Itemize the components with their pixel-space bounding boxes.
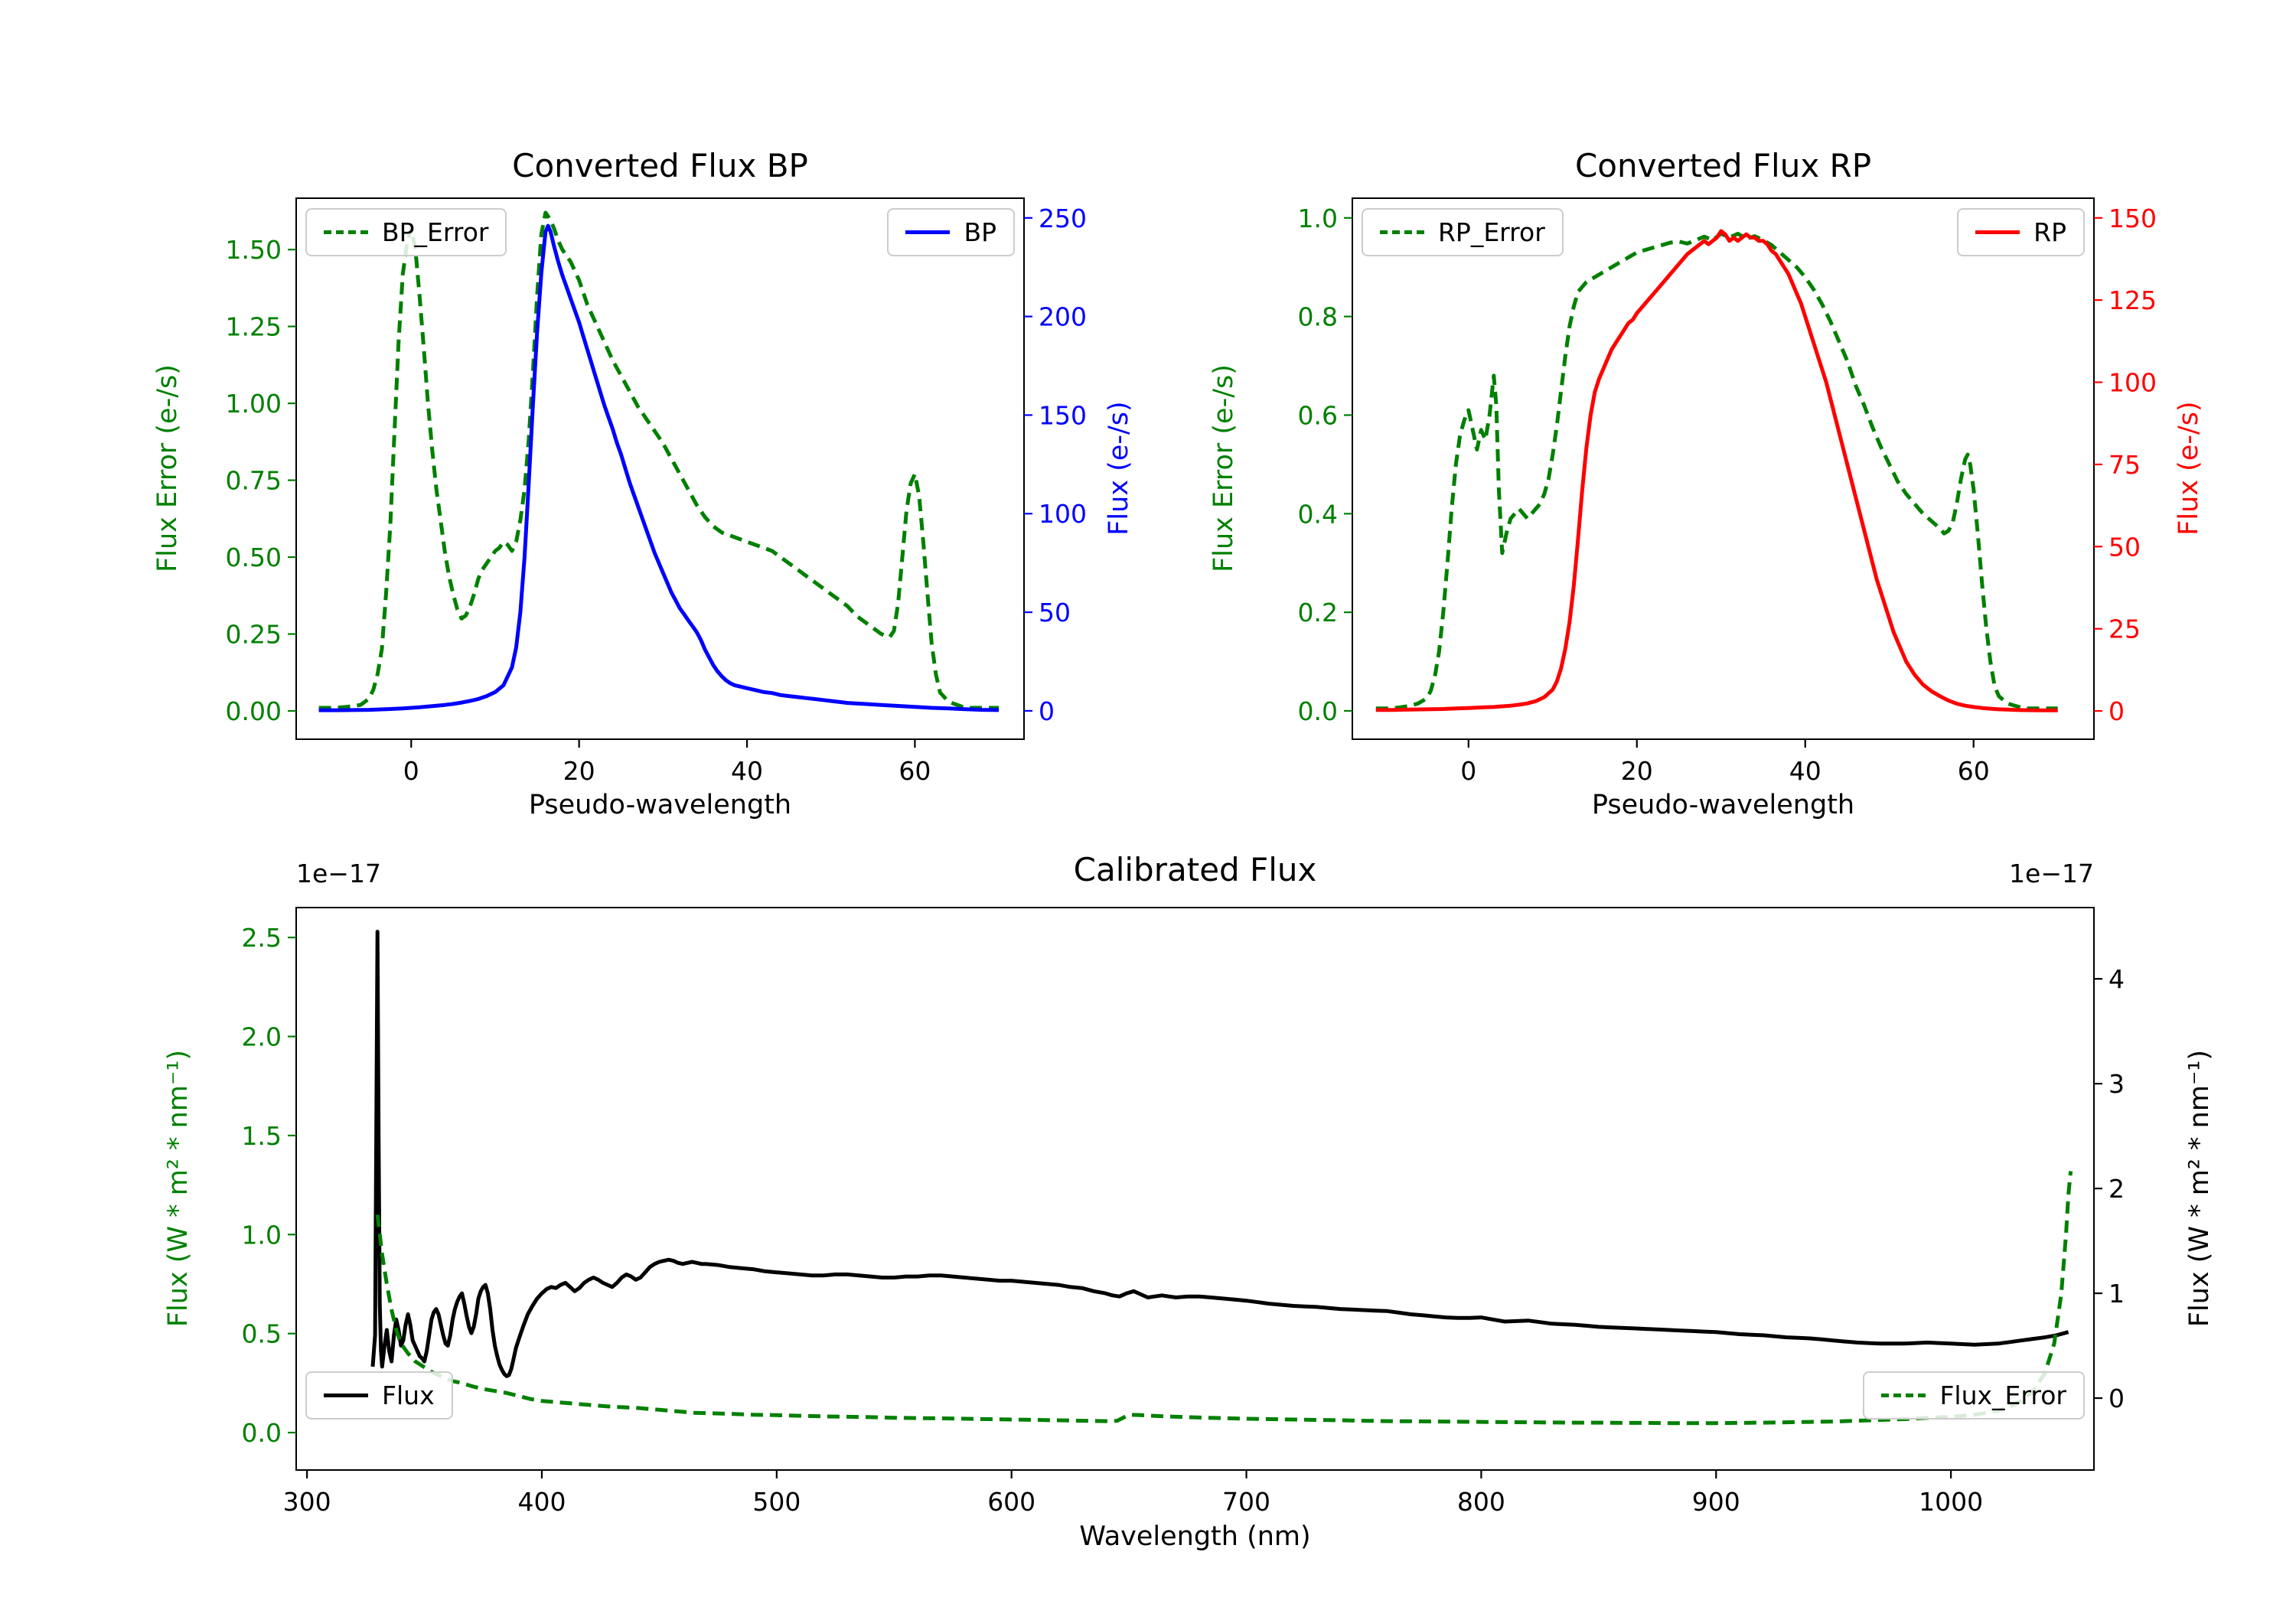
axes-spines bbox=[295, 907, 2095, 1471]
axes-spines bbox=[295, 197, 1025, 740]
y-tick-label-left: 1.25 bbox=[226, 312, 282, 342]
x-tick-label: 500 bbox=[752, 1487, 801, 1517]
legend-line-sample bbox=[905, 230, 951, 234]
y-tick-label-right: 100 bbox=[1039, 499, 1087, 529]
legend-bp: BP bbox=[887, 208, 1015, 256]
y-tick-label-right: 75 bbox=[2108, 450, 2141, 480]
legend-flux-error: Flux_Error bbox=[1863, 1371, 2085, 1420]
legend-line-sample bbox=[1975, 230, 2020, 234]
legend-label: RP_Error bbox=[1438, 217, 1545, 247]
y-tick-label-left: 0.6 bbox=[1298, 400, 1338, 430]
series-line-RP_Error bbox=[1375, 231, 2058, 711]
legend-line-sample bbox=[324, 1393, 368, 1397]
chart-title-rp: Converted Flux RP bbox=[1574, 147, 1872, 184]
x-axis-label-calibrated: Wavelength (nm) bbox=[1079, 1521, 1311, 1552]
legend-rp-error: RP_Error bbox=[1362, 208, 1564, 256]
x-axis-label-rp: Pseudo-wavelength bbox=[1591, 790, 1855, 820]
legend-label: BP_Error bbox=[382, 217, 489, 247]
legend-line-sample bbox=[324, 230, 368, 234]
y-tick-label-left: 1.00 bbox=[226, 389, 282, 419]
x-tick-label: 0 bbox=[1460, 756, 1476, 786]
y-tick-label-left: 0.50 bbox=[226, 543, 282, 572]
y-tick-label-left: 2.5 bbox=[242, 923, 282, 953]
x-axis-label-bp: Pseudo-wavelength bbox=[528, 790, 792, 820]
y-tick-label-left: 1.0 bbox=[1298, 204, 1338, 233]
y-tick-label-right: 250 bbox=[1039, 204, 1087, 233]
y-tick-label-left: 0.2 bbox=[1298, 598, 1338, 627]
y-tick-label-right: 1 bbox=[2108, 1279, 2125, 1309]
x-tick-label: 700 bbox=[1222, 1487, 1270, 1517]
x-tick-label: 60 bbox=[1958, 756, 1990, 786]
y-tick-label-right: 25 bbox=[2108, 614, 2141, 644]
x-tick-label: 600 bbox=[987, 1487, 1035, 1517]
y-tick-label-right: 4 bbox=[2108, 964, 2125, 994]
y-tick-label-right: 150 bbox=[2108, 204, 2157, 233]
y-tick-label-left: 0.5 bbox=[242, 1319, 282, 1349]
x-tick-label: 400 bbox=[517, 1487, 566, 1517]
x-tick-label: 60 bbox=[899, 756, 931, 786]
y-tick-label-left: 0.8 bbox=[1298, 302, 1338, 332]
y-tick-label-right: 125 bbox=[2108, 285, 2157, 315]
x-tick-label: 40 bbox=[1789, 756, 1821, 786]
y-tick-label-right: 0 bbox=[2108, 696, 2125, 726]
x-tick-label: 20 bbox=[1621, 756, 1653, 786]
y-tick-label-right: 50 bbox=[2108, 532, 2141, 562]
y-tick-label-right: 2 bbox=[2108, 1174, 2125, 1204]
y-tick-label-left: 0.4 bbox=[1298, 499, 1338, 529]
series-line-Flux_Error bbox=[375, 1171, 2073, 1426]
y-tick-label-right: 3 bbox=[2108, 1069, 2125, 1099]
y-tick-label-left: 0.75 bbox=[226, 466, 282, 496]
y-tick-label-right: 0 bbox=[1039, 696, 1055, 726]
series-line-BP_Error bbox=[318, 210, 1000, 710]
offset-text-left: 1e−17 bbox=[296, 859, 381, 888]
x-tick-label: 0 bbox=[403, 756, 419, 786]
x-tick-label: 300 bbox=[283, 1487, 331, 1517]
chart-title-calibrated: Calibrated Flux bbox=[1073, 851, 1317, 888]
chart-title-bp: Converted Flux BP bbox=[512, 147, 808, 184]
x-tick-label: 20 bbox=[563, 756, 595, 786]
series-line-BP bbox=[318, 223, 1000, 712]
x-tick-label: 800 bbox=[1457, 1487, 1505, 1517]
y-tick-label-right: 50 bbox=[1039, 598, 1071, 627]
y-axis-label-cal-flux: Flux (W * m² * nm⁻¹) bbox=[2184, 1049, 2215, 1328]
y-tick-label-left: 0.25 bbox=[226, 620, 282, 650]
legend-rp: RP bbox=[1957, 208, 2085, 256]
series-line-RP bbox=[1375, 229, 2058, 712]
axes-spines bbox=[1352, 197, 2095, 740]
y-tick-label-left: 1.50 bbox=[226, 235, 282, 265]
y-tick-label-left: 1.0 bbox=[242, 1220, 282, 1250]
x-tick-label: 40 bbox=[731, 756, 763, 786]
y-tick-label-left: 2.0 bbox=[242, 1022, 282, 1051]
y-tick-label-left: 0.00 bbox=[226, 696, 282, 726]
y-tick-label-right: 200 bbox=[1039, 302, 1087, 332]
legend-bp-error: BP_Error bbox=[305, 208, 507, 256]
series-line-Flux bbox=[370, 930, 2069, 1378]
legend-label: RP bbox=[2033, 217, 2066, 247]
x-tick-label: 900 bbox=[1692, 1487, 1740, 1517]
y-tick-label-left: 0.0 bbox=[1298, 696, 1338, 726]
y-axis-label-bp-flux: Flux (e-/s) bbox=[1104, 401, 1134, 536]
legend-line-sample bbox=[1881, 1393, 1926, 1397]
legend-label: BP bbox=[964, 217, 996, 247]
legend-label: Flux bbox=[382, 1380, 435, 1410]
y-axis-label-cal-error: Flux (W * m² * nm⁻¹) bbox=[163, 1049, 194, 1328]
x-tick-label: 1000 bbox=[1919, 1487, 1983, 1517]
legend-label: Flux_Error bbox=[1939, 1380, 2066, 1410]
y-tick-label-left: 0.0 bbox=[242, 1418, 282, 1448]
y-tick-label-right: 100 bbox=[2108, 368, 2157, 398]
legend-line-sample bbox=[1380, 230, 1424, 234]
y-axis-label-rp-flux: Flux (e-/s) bbox=[2174, 401, 2204, 536]
offset-text-right: 1e−17 bbox=[2009, 859, 2094, 888]
legend-flux: Flux bbox=[305, 1371, 453, 1420]
y-tick-label-right: 0 bbox=[2108, 1384, 2125, 1413]
y-tick-label-left: 1.5 bbox=[242, 1121, 282, 1151]
y-tick-label-right: 150 bbox=[1039, 400, 1087, 430]
y-axis-label-rp-error: Flux Error (e-/s) bbox=[1208, 364, 1239, 572]
y-axis-label-bp-error: Flux Error (e-/s) bbox=[152, 364, 183, 572]
